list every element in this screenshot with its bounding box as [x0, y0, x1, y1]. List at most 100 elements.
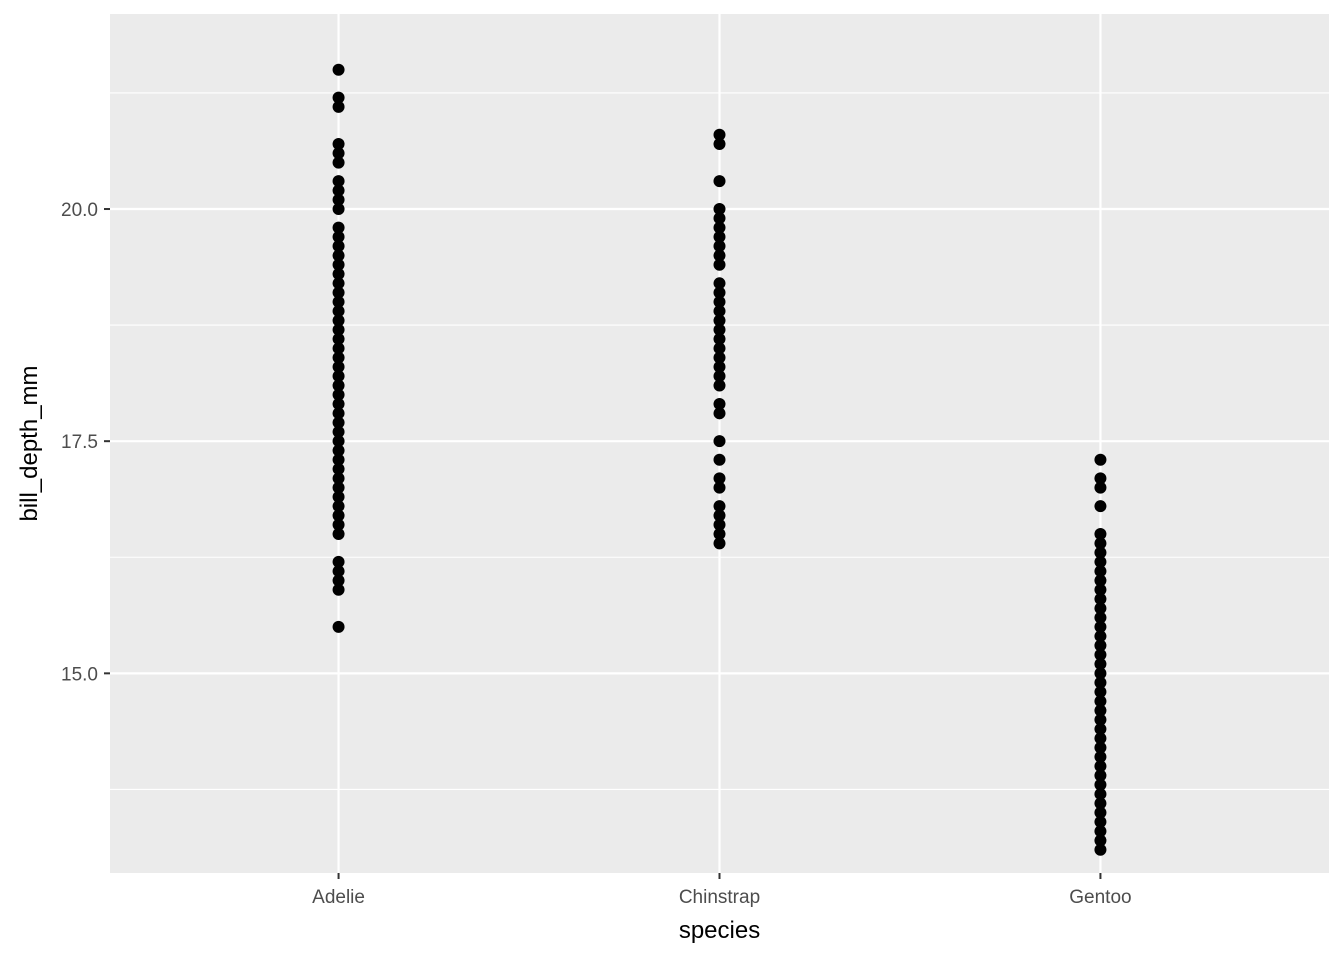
y-axis: 15.0 17.5 20.0	[61, 200, 110, 685]
data-point	[713, 277, 726, 290]
data-point	[1094, 750, 1107, 763]
data-point	[713, 249, 726, 262]
data-point	[332, 249, 345, 262]
data-point	[713, 333, 726, 346]
data-point	[1094, 760, 1107, 773]
data-point	[1094, 788, 1107, 801]
data-point	[332, 156, 345, 169]
data-point	[332, 138, 345, 151]
data-point	[713, 407, 726, 420]
data-point	[1094, 565, 1107, 578]
data-point	[332, 583, 345, 596]
data-point	[713, 379, 726, 392]
data-point	[332, 295, 345, 308]
data-point	[713, 518, 726, 531]
data-point	[1094, 834, 1107, 847]
data-points	[332, 63, 1107, 856]
data-point	[1094, 843, 1107, 856]
data-point	[713, 342, 726, 355]
data-point	[1094, 500, 1107, 513]
data-point	[1094, 704, 1107, 717]
data-point	[713, 138, 726, 151]
data-point	[332, 472, 345, 485]
data-point	[332, 305, 345, 318]
data-point	[713, 258, 726, 271]
data-point	[713, 128, 726, 141]
data-point	[1094, 797, 1107, 810]
data-point	[332, 509, 345, 522]
data-point	[1094, 676, 1107, 689]
data-point	[1094, 648, 1107, 661]
data-point	[332, 258, 345, 271]
data-point	[713, 528, 726, 541]
data-point	[332, 63, 345, 76]
data-point	[332, 435, 345, 448]
x-tick-label: Chinstrap	[679, 887, 760, 908]
data-point	[1094, 658, 1107, 671]
data-point	[1094, 732, 1107, 745]
data-point	[1094, 620, 1107, 633]
data-point	[1094, 685, 1107, 698]
data-point	[713, 305, 726, 318]
x-tick-label: Adelie	[312, 887, 365, 908]
data-point	[1094, 574, 1107, 587]
data-point	[332, 333, 345, 346]
data-point	[713, 323, 726, 336]
data-point	[1094, 537, 1107, 550]
data-point	[332, 407, 345, 420]
data-point	[332, 490, 345, 503]
data-point	[713, 472, 726, 485]
data-point	[713, 500, 726, 513]
data-point	[713, 398, 726, 411]
data-point	[1094, 481, 1107, 494]
data-point	[1094, 695, 1107, 708]
data-point	[1094, 611, 1107, 624]
data-point	[332, 555, 345, 568]
data-point	[332, 221, 345, 234]
data-point	[332, 193, 345, 206]
data-point	[332, 91, 345, 104]
data-point	[1094, 602, 1107, 615]
data-point	[332, 463, 345, 476]
data-point	[1094, 741, 1107, 754]
data-point	[713, 435, 726, 448]
data-point	[332, 528, 345, 541]
data-point	[1094, 667, 1107, 680]
data-point	[332, 230, 345, 243]
data-point	[332, 286, 345, 299]
data-point	[332, 314, 345, 327]
data-point	[1094, 815, 1107, 828]
data-point	[332, 565, 345, 578]
data-point	[713, 370, 726, 383]
data-point	[332, 360, 345, 373]
data-point	[1094, 723, 1107, 736]
x-axis-title: species	[679, 917, 760, 944]
data-point	[332, 444, 345, 457]
data-point	[332, 184, 345, 197]
data-point	[332, 574, 345, 587]
data-point	[713, 453, 726, 466]
y-tick-label: 20.0	[61, 200, 98, 221]
data-point	[332, 268, 345, 281]
y-tick-label: 17.5	[61, 432, 98, 453]
data-point	[332, 518, 345, 531]
data-point	[332, 388, 345, 401]
data-point	[1094, 825, 1107, 838]
data-point	[332, 175, 345, 188]
data-point	[1094, 630, 1107, 643]
data-point	[332, 379, 345, 392]
data-point	[332, 370, 345, 383]
data-point	[1094, 583, 1107, 596]
data-point	[332, 453, 345, 466]
data-point	[1094, 806, 1107, 819]
data-point	[1094, 639, 1107, 652]
data-point	[332, 398, 345, 411]
data-point	[1094, 713, 1107, 726]
data-point	[332, 203, 345, 216]
data-point	[713, 286, 726, 299]
data-point	[713, 295, 726, 308]
data-point	[1094, 472, 1107, 485]
data-point	[713, 175, 726, 188]
data-point	[713, 230, 726, 243]
